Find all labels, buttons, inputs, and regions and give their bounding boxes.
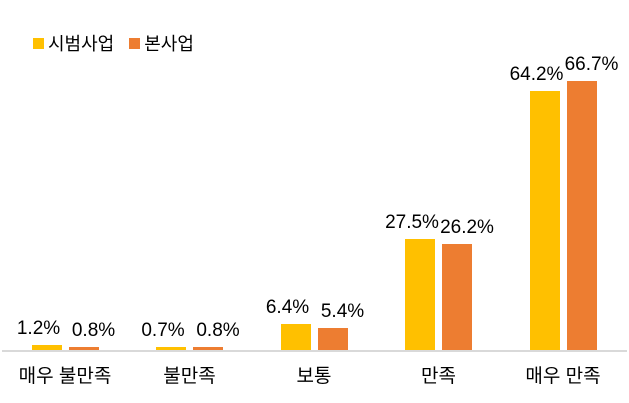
- value-label: 5.4%: [320, 301, 365, 323]
- bar: [31, 345, 62, 350]
- category-label: 보통: [296, 366, 332, 387]
- legend: 시범사업 본사업: [33, 30, 194, 56]
- bar: [529, 90, 560, 350]
- bar: [68, 346, 99, 350]
- bar: [405, 238, 435, 350]
- legend-label: 본사업: [144, 34, 194, 54]
- value-label: 66.7%: [564, 53, 619, 75]
- bar: [280, 324, 311, 350]
- bar: [193, 346, 223, 350]
- legend-item: 시범사업: [33, 30, 114, 56]
- value-label: 0.7%: [141, 320, 185, 342]
- value-label: 0.8%: [71, 319, 116, 341]
- value-label: 27.5%: [385, 211, 439, 233]
- bar: [156, 347, 186, 350]
- value-label: 64.2%: [509, 63, 564, 85]
- legend-swatch-icon: [33, 37, 44, 49]
- value-label: 26.2%: [440, 217, 494, 239]
- category-label: 불만족: [163, 366, 216, 387]
- legend-item: 본사업: [129, 30, 194, 56]
- x-axis-line: [2, 350, 627, 352]
- value-label: 6.4%: [265, 297, 310, 319]
- bar: [566, 80, 597, 350]
- category-label: 매우 불만족: [18, 366, 112, 387]
- category-label: 만족: [421, 366, 456, 387]
- bar: [442, 244, 472, 350]
- value-label: 0.8%: [196, 319, 240, 341]
- category-label: 매우 만족: [525, 366, 601, 387]
- bar: [317, 328, 348, 350]
- legend-label: 시범사업: [48, 34, 115, 54]
- legend-swatch-icon: [129, 37, 141, 49]
- value-label: 1.2%: [16, 318, 61, 340]
